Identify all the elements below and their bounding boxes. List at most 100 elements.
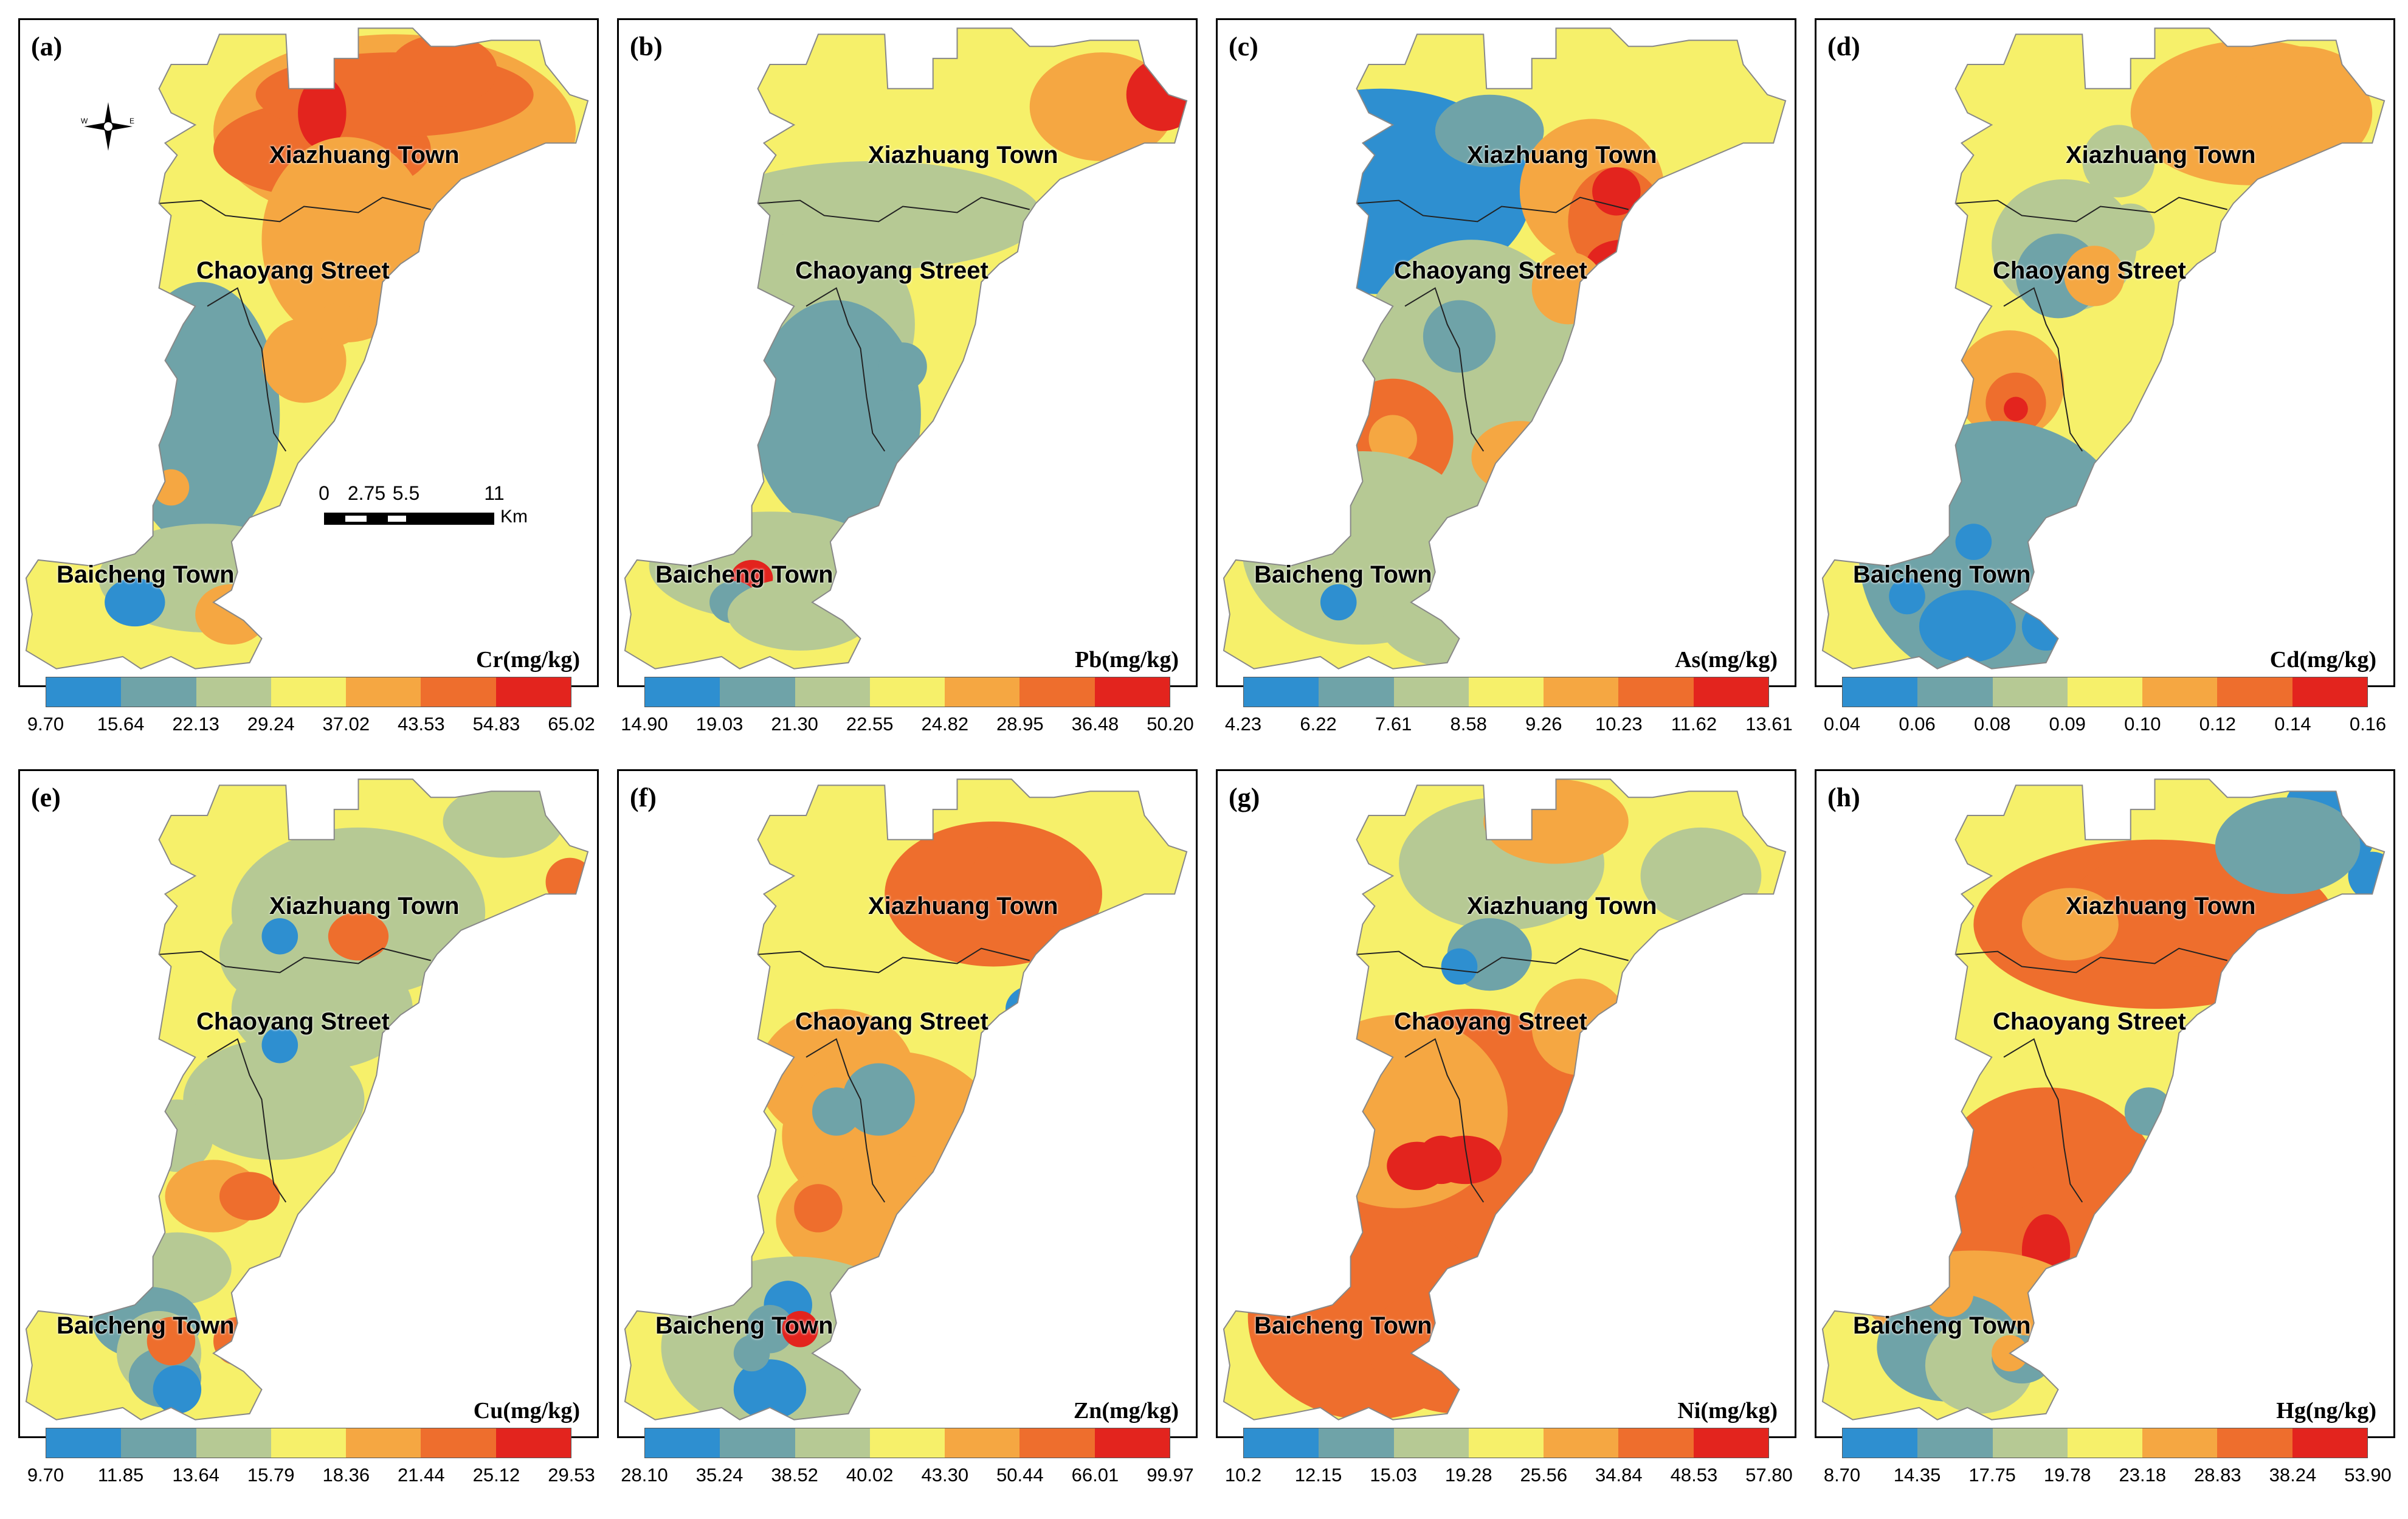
legend-ticks: 9.70 11.85 13.64 15.79 18.36 21.44 25.12 29.53 xyxy=(20,1464,597,1489)
concentration-patch xyxy=(261,1026,298,1064)
district-boundary xyxy=(159,196,431,452)
region-outline xyxy=(1223,778,1787,1420)
unit-label: Cu(mg/kg) xyxy=(473,1398,580,1424)
town-label: Xiazhuang Town xyxy=(1467,142,1657,168)
legend-tick-label: 37.02 xyxy=(322,713,370,735)
legend-swatch xyxy=(1319,1428,1394,1458)
legend-tick-label: 13.64 xyxy=(172,1464,219,1486)
map-panel: (e) Xiazhuang Town Chaoyang Street Baicheng… xyxy=(18,769,599,1486)
legend-tick-label: 0.06 xyxy=(1899,713,1936,735)
town-label: Baicheng Town xyxy=(655,1312,833,1339)
region-outline xyxy=(1821,778,2386,1420)
legend-swatch xyxy=(346,1428,421,1458)
town-label: Xiazhuang Town xyxy=(269,893,460,919)
concentration-patch xyxy=(1919,590,2016,663)
concentration-patch xyxy=(1586,240,1659,288)
panel-label: (e) xyxy=(31,783,61,812)
legend-swatch xyxy=(645,677,720,707)
legend-swatch xyxy=(1843,1428,1918,1458)
legend-swatch xyxy=(1094,1428,1170,1458)
scale-tick-label: 2.75 xyxy=(347,482,386,504)
legend-swatch xyxy=(795,677,870,707)
legend-swatch xyxy=(869,677,945,707)
legend-tick-label: 22.55 xyxy=(846,713,894,735)
concentration-patch xyxy=(1640,827,1762,924)
map-panel: (d) Xiazhuang Town Chaoyang Street Baicheng… xyxy=(1815,18,2395,735)
town-label: Xiazhuang Town xyxy=(2066,893,2256,919)
town-label: Baicheng Town xyxy=(57,1312,235,1339)
legend-tick-label: 35.24 xyxy=(695,1464,743,1486)
legend-tick-label: 9.70 xyxy=(27,1464,64,1486)
legend-tick-label: 25.56 xyxy=(1520,1464,1568,1486)
concentration-patch xyxy=(443,785,564,858)
legend-tick-label: 66.01 xyxy=(1071,1464,1119,1486)
town-label: Xiazhuang Town xyxy=(868,142,1058,168)
legend-tick-label: 21.44 xyxy=(398,1464,445,1486)
map-panel: (h) Xiazhuang Town Chaoyang Street Baicheng… xyxy=(1815,769,2395,1486)
legend-tick-label: 0.09 xyxy=(2049,713,2086,735)
legend-swatch xyxy=(2292,1428,2367,1458)
scale-tick-label: 5.5 xyxy=(392,482,420,504)
legend-swatch xyxy=(495,677,571,707)
legend-swatch xyxy=(121,1428,196,1458)
color-legend xyxy=(1243,1428,1769,1458)
legend-swatch xyxy=(945,677,1020,707)
concentration-patch xyxy=(1889,578,1925,615)
scale-bar-graphic xyxy=(324,513,494,525)
town-label: Xiazhuang Town xyxy=(1467,893,1657,919)
concentration-patch xyxy=(969,833,1091,930)
legend-tick-label: 19.78 xyxy=(2043,1464,2091,1486)
concentration-patch xyxy=(1005,984,1066,1033)
district-boundary xyxy=(1356,196,1629,452)
concentration-patch xyxy=(2004,396,2028,421)
legend-swatch xyxy=(196,1428,271,1458)
legend-swatch xyxy=(1544,1428,1619,1458)
legend-tick-label: 53.90 xyxy=(2344,1464,2392,1486)
concentration-patch xyxy=(812,1087,861,1136)
interpolation-map xyxy=(25,778,589,1420)
legend-tick-label: 65.02 xyxy=(548,713,595,735)
legend-tick-label: 50.20 xyxy=(1147,713,1194,735)
legend-swatch xyxy=(1019,1428,1095,1458)
concentration-patch xyxy=(105,578,165,627)
concentration-patch xyxy=(1592,167,1641,216)
legend-tick-label: 9.26 xyxy=(1525,713,1562,735)
legend-swatch xyxy=(1393,677,1469,707)
town-label: Xiazhuang Town xyxy=(868,893,1058,919)
concentration-patch xyxy=(195,584,268,645)
concentration-patch xyxy=(842,1063,915,1136)
legend-tick-label: 25.12 xyxy=(472,1464,520,1486)
legend-tick-label: 23.18 xyxy=(2119,1464,2167,1486)
concentration-patch xyxy=(1126,58,1187,131)
interpolation-map xyxy=(1223,27,1787,670)
concentration-patch xyxy=(2215,797,2361,894)
region-outline xyxy=(1821,27,2386,670)
unit-label: Hg(ng/kg) xyxy=(2276,1398,2376,1424)
legend-tick-label: 0.16 xyxy=(2349,713,2387,735)
region-outline xyxy=(25,778,589,1420)
town-label: Chaoyang Street xyxy=(1394,257,1587,284)
legend-swatch xyxy=(2142,677,2218,707)
legend-tick-label: 36.48 xyxy=(1071,713,1119,735)
legend-tick-label: 43.53 xyxy=(398,713,445,735)
legend-swatch xyxy=(2292,677,2367,707)
color-legend xyxy=(46,1428,571,1458)
concentration-patch xyxy=(153,1365,202,1414)
unit-label: As(mg/kg) xyxy=(1675,647,1778,673)
town-label: Chaoyang Street xyxy=(795,1008,988,1035)
legend-tick-label: 15.03 xyxy=(1370,1464,1417,1486)
scale-unit-label: Km xyxy=(500,507,528,527)
town-label: Chaoyang Street xyxy=(1394,1008,1587,1035)
legend-swatch xyxy=(645,1428,720,1458)
concentration-patch xyxy=(2233,46,2367,131)
concentration-patch xyxy=(2064,246,2125,306)
concentration-patch xyxy=(903,1178,939,1214)
concentration-patch xyxy=(2124,1087,2173,1136)
legend-swatch xyxy=(495,1428,571,1458)
legend-swatch xyxy=(421,677,496,707)
unit-label: Pb(mg/kg) xyxy=(1075,647,1179,673)
concentration-patch xyxy=(328,912,389,961)
concentration-patch xyxy=(878,342,927,391)
town-label: Xiazhuang Town xyxy=(269,142,460,168)
concentration-patch xyxy=(153,469,190,506)
